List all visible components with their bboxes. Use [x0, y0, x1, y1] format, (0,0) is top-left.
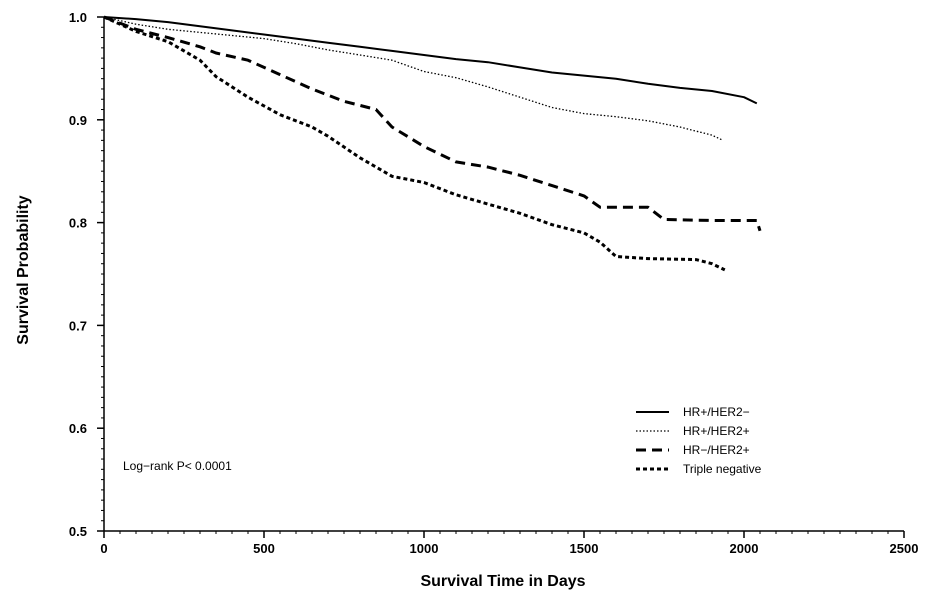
x-tick-label: 1500 — [570, 541, 599, 556]
logrank-annotation: Log−rank P< 0.0001 — [123, 459, 232, 473]
series-line — [103, 16, 724, 141]
y-tick-label: 0.5 — [69, 524, 87, 539]
axes: 0 500 1000 1500 2000 2500 0.5 0.6 0.7 0.8 0.9 1.0 — [69, 10, 919, 556]
y-tick-label: 0.9 — [69, 113, 87, 128]
y-tick-label: 0.8 — [69, 216, 87, 231]
legend-label: HR+/HER2− — [683, 405, 750, 419]
x-tick-label: 0 — [100, 541, 107, 556]
survival-curves — [103, 15, 762, 272]
legend-label: HR+/HER2+ — [683, 424, 750, 438]
x-tick-label: 2000 — [730, 541, 759, 556]
legend-label: HR−/HER2+ — [683, 443, 750, 457]
x-tick-label: 500 — [253, 541, 275, 556]
legend: HR+/HER2− HR+/HER2+ HR−/HER2+ Triple negati… — [636, 405, 762, 476]
series-line — [103, 15, 726, 272]
y-tick-label: 1.0 — [69, 10, 87, 25]
x-axis-title: Survival Time in Days — [420, 573, 585, 590]
x-tick-label: 1000 — [410, 541, 439, 556]
x-tick-label: 2500 — [890, 541, 919, 556]
y-tick-label: 0.6 — [69, 421, 87, 436]
series-line — [103, 16, 758, 105]
y-axis-title: Survival Probability — [15, 195, 32, 344]
series-line — [103, 15, 762, 232]
legend-label: Triple negative — [683, 462, 762, 476]
y-tick-label: 0.7 — [69, 318, 87, 333]
